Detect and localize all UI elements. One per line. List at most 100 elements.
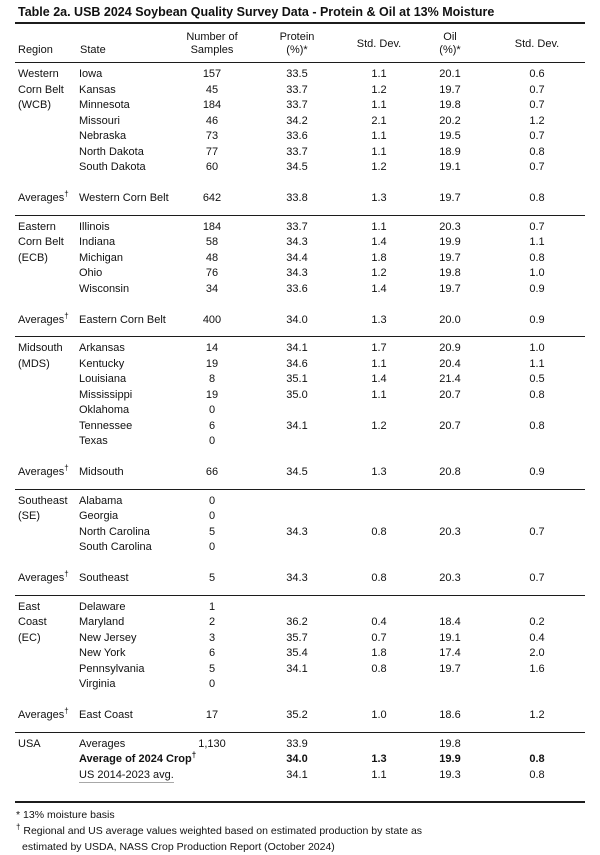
state-row: Nebraska 73 33.6 1.1 19.5 0.7 [15,129,585,145]
state-row: Missouri 46 34.2 2.1 20.2 1.2 [15,114,585,130]
protein-cell: 36.2 [286,616,308,628]
usa-label-cell-label: Averages [79,737,126,750]
oil-cell: 19.8 [439,267,461,279]
protein-sd-cell [347,403,411,419]
table-header-row: Region State Number of Samples Protein (… [15,24,585,63]
protein-cell: 33.7 [286,220,308,233]
state-row: Coast Maryland 2 36.2 0.4 18.4 0.2 [15,615,585,631]
samples-cell: 73 [205,130,219,142]
region-name-cell: Western Corn Belt [77,191,177,207]
spacer-cell [15,783,585,801]
oil-sd-cell: 0.7 [529,130,545,142]
spacer-row [15,556,585,572]
state-cell: Missouri [77,114,177,130]
oil-sd-cell [489,403,585,419]
protein-cell: 35.1 [286,373,308,385]
state-cell-label: New Jersey [79,631,137,644]
protein-sd-cell: 1.3 [371,466,387,478]
oil-sd-cell: 1.2 [529,709,545,721]
state-row: Oklahoma 0 [15,403,585,419]
column-header-protein-std-dev: Std. Dev. [356,37,402,50]
oil-sd-cell [489,494,585,510]
footnote: estimated by USDA, NASS Crop Production … [16,839,585,855]
protein-cell: 35.0 [286,388,308,401]
state-cell: Oklahoma [77,403,177,419]
oil-cell [411,677,489,693]
protein-cell: 33.7 [286,99,308,111]
state-row: (WCB) Minnesota 184 33.7 1.1 19.8 0.7 [15,98,585,114]
oil-cell: 19.1 [439,631,461,644]
oil-sd-cell: 0.6 [529,68,545,80]
region-name-cell-label: Midsouth [79,466,124,478]
region-cell-label: (EC) [18,631,41,644]
region-cell [15,752,77,768]
oil-sd-cell [489,737,585,753]
samples-cell: 0 [208,678,216,690]
protein-sd-cell: 1.4 [371,236,387,248]
state-cell-label: Alabama [79,494,123,507]
protein-cell: 34.3 [286,525,308,538]
region-cell [15,129,77,145]
samples-cell: 0 [208,404,216,416]
state-cell: Tennessee [77,419,177,435]
usa-label-cell: US 2014-2023 avg. [77,768,177,784]
state-row: Western Iowa 157 33.5 1.1 20.1 0.6 [15,67,585,83]
spacer-cell [15,176,585,192]
protein-sd-cell: 1.1 [371,388,387,401]
oil-sd-cell: 1.1 [529,236,545,248]
region-cell [15,372,77,388]
state-cell-label: Kansas [79,83,116,96]
protein-cell: 35.4 [286,647,308,659]
samples-cell: 46 [205,114,219,127]
state-cell-label: North Dakota [79,145,144,158]
spacer-row [15,450,585,466]
protein-sd-cell [347,509,411,525]
spacer-cell [15,556,585,572]
samples-cell: 5 [208,572,216,584]
region-cell-label: Corn Belt [18,83,64,96]
protein-cell: 34.1 [286,342,308,354]
oil-sd-cell: 1.2 [529,114,545,127]
state-cell-label: Kentucky [79,357,125,370]
oil-cell: 20.1 [439,68,461,80]
state-row: Louisiana 8 35.1 1.4 21.4 0.5 [15,372,585,388]
state-cell: Iowa [77,67,177,83]
state-cell-label: Minnesota [79,99,130,111]
state-row: (ECB) Michigan 48 34.4 1.8 19.7 0.8 [15,251,585,267]
state-row: Corn Belt Indiana 58 34.3 1.4 19.9 1.1 [15,235,585,251]
state-cell: Wisconsin [77,282,177,298]
oil-cell [411,509,489,525]
state-cell-label: Oklahoma [79,404,130,416]
state-row: Tennessee 6 34.1 1.2 20.7 0.8 [15,419,585,435]
state-row: New York 6 35.4 1.8 17.4 2.0 [15,646,585,662]
protein-cell: 33.5 [286,68,308,80]
samples-cell: 184 [202,99,222,111]
region-name-cell: Southeast [77,571,177,587]
oil-sd-cell: 1.0 [529,267,545,279]
samples-cell: 34 [205,282,219,295]
oil-sd-cell [489,677,585,693]
region-cell: Corn Belt [15,83,77,99]
dagger-mark: † [191,750,197,760]
samples-cell: 1 [208,600,216,613]
oil-cell: 18.9 [439,145,461,158]
region-cell [15,160,77,176]
samples-cell: 8 [208,373,216,385]
state-row: (EC) New Jersey 3 35.7 0.7 19.1 0.4 [15,631,585,647]
column-header-state: State [80,44,106,56]
samples-cell: 184 [202,220,222,233]
averages-row: Averages† Southeast 5 34.3 0.8 20.3 0.7 [15,570,585,587]
usa-row: Average of 2024 Crop† 34.0 1.3 19.9 0.8 [15,750,585,768]
state-row: North Dakota 77 33.7 1.1 18.9 0.8 [15,145,585,161]
protein-cell: 34.3 [286,572,308,584]
protein-cell: 34.1 [286,419,308,432]
protein-cell: 33.8 [286,192,308,204]
protein-sd-cell: 1.1 [371,220,387,233]
protein-cell: 33.6 [286,282,308,295]
protein-cell: 33.7 [286,83,308,96]
samples-cell: 1,130 [198,737,226,750]
region-cell-label: Corn Belt [18,236,64,248]
samples-cell: 19 [205,388,219,401]
state-cell: Indiana [77,235,177,251]
soybean-quality-table: Region State Number of Samples Protein (… [15,24,585,801]
